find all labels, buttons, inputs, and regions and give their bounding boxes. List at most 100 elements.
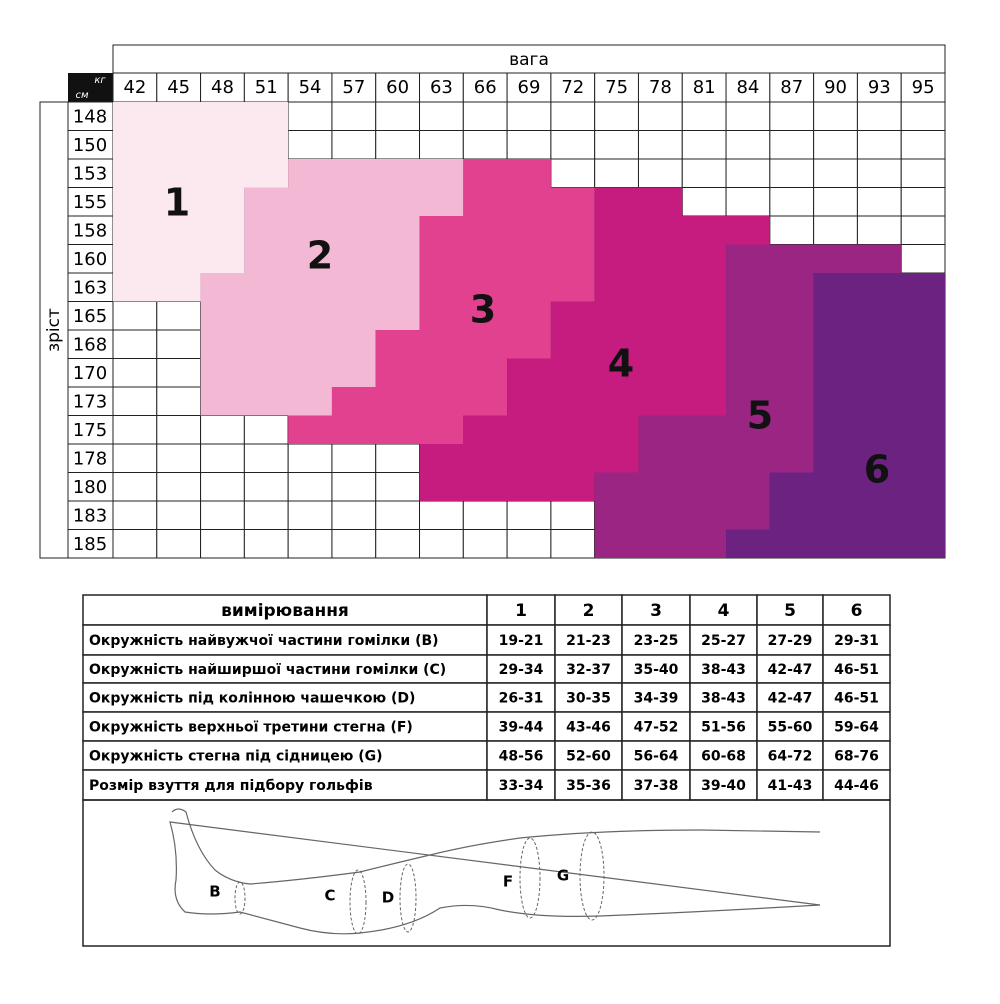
zone-label: 2 [307,234,333,278]
grid-cell [637,130,683,160]
zone-fill [726,273,814,302]
zone-fill [726,330,814,359]
table-value: 39-40 [701,778,746,794]
grid-cell [900,158,946,188]
weight-cell [725,72,771,103]
grid-cell [900,244,946,274]
grid-cell [462,101,508,131]
weight-label: 63 [430,77,453,98]
weight-cell [769,72,815,103]
grid-cell [681,187,727,217]
table-value: 55-60 [768,720,813,736]
table-value: 48-56 [499,749,544,765]
grid-cell [681,130,727,160]
grid-cell [287,500,333,530]
grid-cell [813,187,858,217]
table-header: 1 [515,601,527,621]
grid-cell [331,443,377,473]
table-cell [756,740,824,771]
table-value: 38-43 [701,662,746,678]
zone-fill [288,415,464,444]
table-cell [621,682,691,713]
table-cell [82,769,488,801]
zone-fill [244,244,420,273]
grid-cell [856,187,902,217]
table-value: 29-31 [834,633,879,649]
row-label: Окружність найвужчої частини гомілки (B) [89,633,439,649]
zone-fill [200,330,376,359]
table-value: 42-47 [768,691,813,707]
weight-cell [375,72,421,103]
row-label: Окружність під колінною чашечкою (D) [89,691,415,707]
weight-label: 90 [824,77,847,98]
grid-cell [462,130,508,160]
grid-cell [681,158,727,188]
grid-cell [375,472,421,502]
grid-cell [594,158,639,188]
grid-cell [769,130,815,160]
zone-label: 6 [864,448,890,492]
height-label: 185 [73,534,107,555]
table-value: 52-60 [566,749,611,765]
table-cell [554,711,623,742]
grid-cell [243,415,289,445]
table-cell [689,594,758,626]
zone-fill [638,444,814,473]
table-value: 46-51 [834,662,879,678]
table-value: 42-47 [768,662,813,678]
row-label: Окружність стегна під сідницею (G) [89,749,383,765]
grid-cell [462,529,508,559]
grid-cell [331,500,377,530]
weight-label: 51 [255,77,278,98]
grid-cell [550,158,596,188]
grid-cell [900,187,946,217]
zone-fill [419,273,595,302]
grid-cell [156,415,202,445]
table-value: 68-76 [834,749,879,765]
zone-fill [726,301,814,330]
grid-cell [112,500,158,530]
leg-label: B [209,883,220,901]
table-value: 34-39 [634,691,679,707]
grid-cell [156,529,202,559]
zone-fill [244,187,464,216]
zone-fill [419,216,595,245]
zone-fill [769,472,945,501]
zone-fill [594,472,770,501]
table-cell [486,624,556,656]
weight-header [112,44,946,74]
zone-fill [594,216,770,245]
grid-cell [112,529,158,559]
table-cell [554,740,623,771]
grid-cell [375,529,421,559]
weight-label: 45 [167,77,190,98]
weight-cell [637,72,683,103]
height-label: 183 [73,505,107,526]
grid-cell [156,500,202,530]
table-value: 56-64 [634,749,679,765]
zone-fill [419,244,595,273]
weight-label: 72 [561,77,584,98]
weight-cell [112,72,158,103]
row-label: Окружність найширшої частини гомілки (C) [89,662,446,678]
table-cell [756,769,824,801]
zone-fill [419,301,551,330]
weight-label: 42 [123,77,146,98]
grid-cell [419,130,464,160]
zone-label: 5 [747,394,773,438]
grid-cell [331,101,377,131]
zone-fill [594,529,727,558]
table-cell [689,682,758,713]
table-cell [82,654,488,684]
grid-cell [243,472,289,502]
height-label: 148 [73,106,107,127]
grid-cell [856,130,902,160]
grid-cell [200,443,245,473]
height-cell [67,244,114,274]
table-cell [822,654,891,684]
zone-fill [244,216,420,245]
zone-fill [813,444,945,473]
zone-fill [507,387,727,416]
zone-fill [813,273,945,302]
weight-cell [681,72,727,103]
